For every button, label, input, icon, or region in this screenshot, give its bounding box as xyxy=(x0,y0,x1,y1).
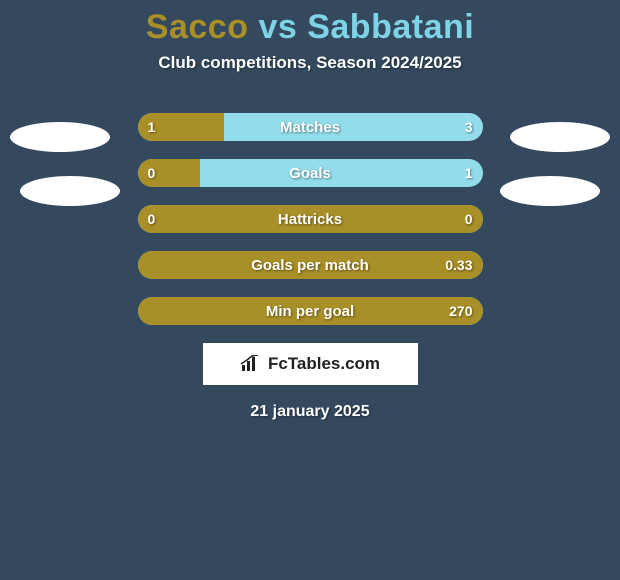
side-oval xyxy=(10,122,110,152)
title-player2: Sabbatani xyxy=(307,8,474,46)
stat-label: Goals per match xyxy=(138,251,483,279)
stat-label: Goals xyxy=(138,159,483,187)
subtitle: Club competitions, Season 2024/2025 xyxy=(0,53,620,73)
stat-value-right: 270 xyxy=(449,297,472,325)
bar-chart-icon xyxy=(240,355,262,373)
stat-value-right: 0.33 xyxy=(445,251,472,279)
side-oval xyxy=(510,122,610,152)
stat-row: Goals per match0.33 xyxy=(138,251,483,279)
stat-label: Hattricks xyxy=(138,205,483,233)
date-text: 21 january 2025 xyxy=(0,403,620,421)
stat-row: 0Hattricks0 xyxy=(138,205,483,233)
side-oval xyxy=(20,176,120,206)
brand-text: FcTables.com xyxy=(268,354,380,374)
page-title: Sacco vs Sabbatani xyxy=(0,0,620,47)
stat-label: Matches xyxy=(138,113,483,141)
stat-value-right: 1 xyxy=(465,159,473,187)
title-player1: Sacco xyxy=(146,8,249,46)
stat-value-right: 0 xyxy=(465,205,473,233)
stat-row: Min per goal270 xyxy=(138,297,483,325)
title-vs: vs xyxy=(258,8,297,46)
stats-container: 1Matches30Goals10Hattricks0Goals per mat… xyxy=(138,113,483,325)
stat-row: 1Matches3 xyxy=(138,113,483,141)
stat-label: Min per goal xyxy=(138,297,483,325)
stat-value-right: 3 xyxy=(465,113,473,141)
brand-box[interactable]: FcTables.com xyxy=(203,343,418,385)
stat-row: 0Goals1 xyxy=(138,159,483,187)
side-oval xyxy=(500,176,600,206)
